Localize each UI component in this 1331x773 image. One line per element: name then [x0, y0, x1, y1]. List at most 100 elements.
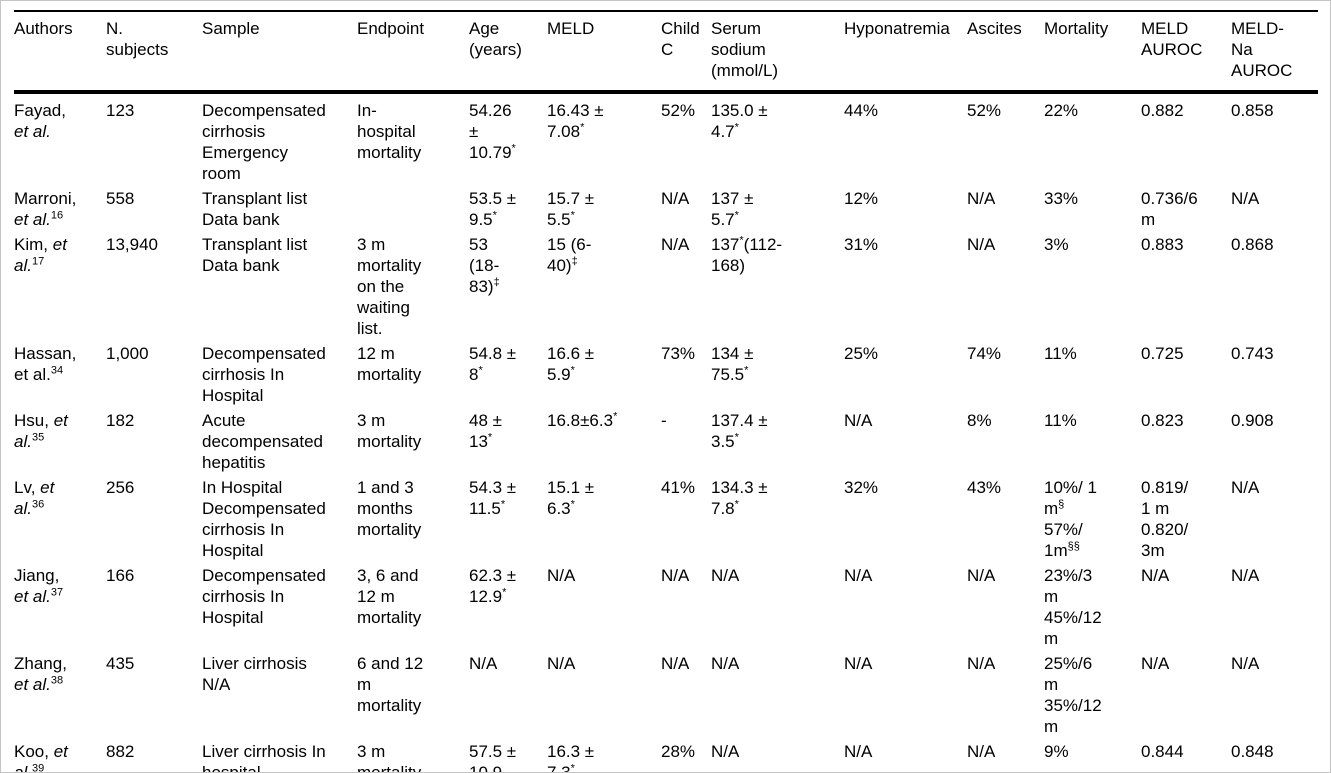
cell-child-c-marroni: N/A: [661, 189, 690, 208]
cell-endpoint-marroni: [357, 186, 469, 232]
cell-ascites-zhang: N/A: [967, 654, 996, 673]
cell-child-c-zhang: N/A: [661, 654, 690, 673]
column-header-hyponatremia: Hyponatremia: [844, 11, 967, 94]
cell-age-years-koo: 57.5 ±10.9: [469, 742, 517, 773]
cell-n-subjects-hsu: 182: [106, 411, 135, 430]
cell-sample-fayad: Decompensated cirrhosis Emergency room: [202, 101, 326, 183]
cell-meld-hsu: 16.8±6.3*: [547, 410, 618, 430]
cell-meld-na-auroc-koo: 0.848: [1231, 742, 1274, 761]
cell-meld-lv: 15.1 ±6.3*: [547, 478, 595, 518]
cell-mortality-fayad: 22%: [1044, 101, 1079, 120]
cell-n-subjects-marroni: 558: [106, 189, 135, 208]
cell-hyponatremia-lv: 32%: [844, 478, 879, 497]
cell-ascites-hassan: 74%: [967, 344, 1002, 363]
cell-endpoint-jiang: 3, 6 and 12 m mortality: [357, 566, 422, 627]
cell-ascites-koo: N/A: [967, 742, 996, 761]
cell-hyponatremia-hsu: N/A: [844, 411, 873, 430]
column-header-serum-sodium-mmol-l: Serum sodium (mmol/L): [711, 11, 844, 94]
table-row-zhang: Zhang, et al.38 435 Liver cirrhosis N/A 6 and…: [14, 651, 1318, 739]
cell-authors-kim: Kim, et al.17: [14, 235, 67, 275]
cell-hyponatremia-jiang: N/A: [844, 566, 873, 585]
cell-child-c-kim: N/A: [661, 235, 690, 254]
cell-serum-sodium-mmol-l-kim: 137*(112- 168): [711, 234, 783, 275]
table-row-lv: Lv, et al.36 256 In Hospital Decompensated ci…: [14, 475, 1318, 563]
column-header-n-subjects: N. subjects: [106, 11, 202, 94]
cell-serum-sodium-mmol-l-marroni: 137 ±5.7*: [711, 189, 754, 229]
cell-mortality-hassan: 11%: [1044, 344, 1077, 363]
cell-authors-hassan: Hassan, et al.34: [14, 344, 77, 384]
cell-child-c-fayad: 52%: [661, 101, 696, 120]
table-row-kim: Kim, et al.17 13,940 Transplant list Data ba…: [14, 232, 1318, 341]
column-header-meld-na-auroc: MELD- Na AUROC: [1231, 11, 1318, 94]
cell-endpoint-fayad: In-hospital mortality: [357, 101, 422, 162]
cell-sample-jiang: Decompensated cirrhosis In Hospital: [202, 566, 326, 627]
table-row-marroni: Marroni, et al.16 558 Transplant list Data b…: [14, 186, 1318, 232]
cell-sample-hassan: Decompensated cirrhosis In Hospital: [202, 344, 326, 405]
cell-age-years-hassan: 54.8 ±8*: [469, 344, 517, 384]
cell-hyponatremia-zhang: N/A: [844, 654, 873, 673]
cell-serum-sodium-mmol-l-hsu: 137.4 ±3.5*: [711, 411, 768, 451]
cell-meld-marroni: 15.7 ±5.5*: [547, 189, 595, 229]
header-row: Authors N. subjects Sample Endpoint Age (years…: [14, 11, 1318, 94]
cell-authors-lv: Lv, et al.36: [14, 478, 55, 518]
cell-mortality-jiang: 23%/3 m 45%/12 m: [1044, 566, 1102, 648]
cell-child-c-jiang: N/A: [661, 566, 690, 585]
cell-sample-kim: Transplant list Data bank: [202, 235, 308, 275]
cell-child-c-lv: 41%: [661, 478, 696, 497]
cell-authors-marroni: Marroni, et al.16: [14, 189, 77, 229]
cell-mortality-zhang: 25%/6 m 35%/12 m: [1044, 654, 1102, 736]
cell-meld-zhang: N/A: [547, 654, 576, 673]
cell-meld-auroc-hsu: 0.823: [1141, 411, 1184, 430]
table-row-hassan: Hassan, et al.34 1,000 Decompensated cirrhos…: [14, 341, 1318, 408]
cell-n-subjects-kim: 13,940: [106, 235, 158, 254]
cell-hyponatremia-fayad: 44%: [844, 101, 879, 120]
cell-n-subjects-jiang: 166: [106, 566, 135, 585]
cell-mortality-marroni: 33%: [1044, 189, 1079, 208]
cell-meld-auroc-kim: 0.883: [1141, 235, 1184, 254]
column-header-age-years: Age (years): [469, 11, 547, 94]
cell-serum-sodium-mmol-l-fayad: 135.0 ±4.7*: [711, 101, 768, 141]
cell-serum-sodium-mmol-l-lv: 134.3 ±7.8*: [711, 478, 768, 518]
cell-sample-koo: Liver cirrhosis In hospital: [202, 742, 326, 773]
cell-meld-auroc-fayad: 0.882: [1141, 101, 1184, 120]
cell-meld-auroc-zhang: N/A: [1141, 654, 1170, 673]
cell-age-years-marroni: 53.5 ±9.5*: [469, 189, 517, 229]
cell-serum-sodium-mmol-l-jiang: N/A: [711, 566, 740, 585]
cell-endpoint-kim: 3 m mortality on the waiting list.: [357, 235, 422, 338]
cell-child-c-hassan: 73%: [661, 344, 696, 363]
cell-endpoint-koo: 3 m mortality: [357, 742, 422, 773]
cell-meld-na-auroc-zhang: N/A: [1231, 654, 1260, 673]
table-row-fayad: Fayad, et al. 123 Decompensated cirrhosis Eme…: [14, 92, 1318, 186]
cell-authors-koo: Koo, et al.39: [14, 742, 68, 773]
cell-n-subjects-zhang: 435: [106, 654, 135, 673]
cell-meld-na-auroc-fayad: 0.858: [1231, 101, 1274, 120]
cell-meld-koo: 16.3 ±7.3*: [547, 742, 595, 773]
cell-age-years-kim: 53 (18- 83)‡: [469, 235, 500, 296]
cell-endpoint-hassan: 12 m mortality: [357, 344, 422, 384]
cell-mortality-hsu: 11%: [1044, 411, 1077, 430]
cell-serum-sodium-mmol-l-koo: N/A: [711, 742, 740, 761]
table-row-jiang: Jiang, et al.37 166 Decompensated cirrhosis …: [14, 563, 1318, 651]
column-header-mortality: Mortality: [1044, 11, 1141, 94]
cell-hyponatremia-hassan: 25%: [844, 344, 879, 363]
cell-authors-jiang: Jiang, et al.37: [14, 566, 64, 606]
cell-hyponatremia-kim: 31%: [844, 235, 879, 254]
cell-child-c-hsu: -: [661, 411, 667, 430]
table-row-koo: Koo, et al.39 882 Liver cirrhosis In hospita…: [14, 739, 1318, 773]
cell-authors-fayad: Fayad, et al.: [14, 101, 66, 141]
cell-ascites-fayad: 52%: [967, 101, 1002, 120]
cell-age-years-zhang: N/A: [469, 654, 498, 673]
column-header-ascites: Ascites: [967, 11, 1044, 94]
cell-meld-na-auroc-jiang: N/A: [1231, 566, 1260, 585]
cell-endpoint-zhang: 6 and 12 m mortality: [357, 654, 424, 715]
cell-age-years-lv: 54.3 ±11.5*: [469, 478, 517, 518]
cell-ascites-marroni: N/A: [967, 189, 996, 208]
cell-meld-hassan: 16.6 ±5.9*: [547, 344, 595, 384]
cell-meld-auroc-marroni: 0.736/6 m: [1141, 189, 1198, 229]
cell-ascites-kim: N/A: [967, 235, 996, 254]
cell-meld-na-auroc-kim: 0.868: [1231, 235, 1274, 254]
cell-meld-auroc-jiang: N/A: [1141, 566, 1170, 585]
cell-sample-hsu: Acute decompensated hepatitis: [202, 411, 323, 472]
cell-authors-hsu: Hsu, et al.35: [14, 411, 68, 451]
cell-meld-na-auroc-lv: N/A: [1231, 478, 1260, 497]
